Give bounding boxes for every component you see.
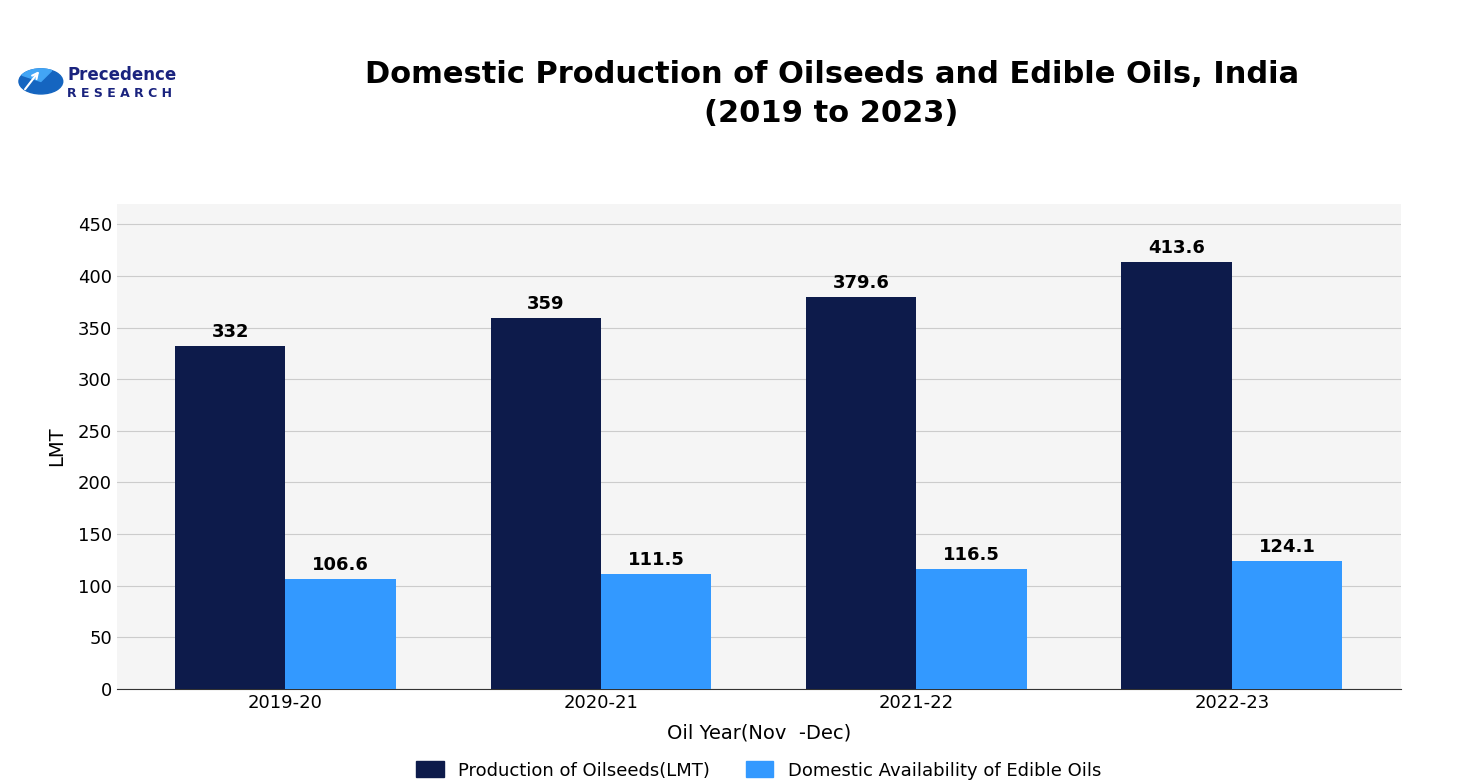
Text: 332: 332 <box>212 323 249 341</box>
Bar <box>916 568 1027 689</box>
Bar <box>601 574 712 689</box>
Text: Domestic Production of Oilseeds and Edible Oils, India
(2019 to 2023): Domestic Production of Oilseeds and Edib… <box>365 60 1299 128</box>
X-axis label: Oil Year(Nov  -Dec): Oil Year(Nov -Dec) <box>667 723 851 742</box>
Text: 379.6: 379.6 <box>833 274 890 292</box>
Circle shape <box>19 69 63 94</box>
Text: 106.6: 106.6 <box>312 556 369 574</box>
Text: 413.6: 413.6 <box>1148 239 1205 257</box>
Text: 124.1: 124.1 <box>1259 538 1316 556</box>
Bar <box>490 318 601 689</box>
Bar <box>805 297 916 689</box>
Bar <box>175 346 286 689</box>
Y-axis label: LMT: LMT <box>48 427 67 466</box>
Bar <box>1231 561 1342 689</box>
Bar <box>286 579 395 689</box>
Text: R E S E A R C H: R E S E A R C H <box>67 88 172 100</box>
Wedge shape <box>22 69 53 81</box>
Text: 359: 359 <box>527 295 565 313</box>
Bar <box>1122 262 1231 689</box>
Legend: Production of Oilseeds(LMT), Domestic Availability of Edible Oils: Production of Oilseeds(LMT), Domestic Av… <box>409 754 1109 783</box>
Text: 111.5: 111.5 <box>627 550 684 568</box>
Text: 116.5: 116.5 <box>943 546 999 564</box>
Text: Precedence: Precedence <box>67 67 177 84</box>
